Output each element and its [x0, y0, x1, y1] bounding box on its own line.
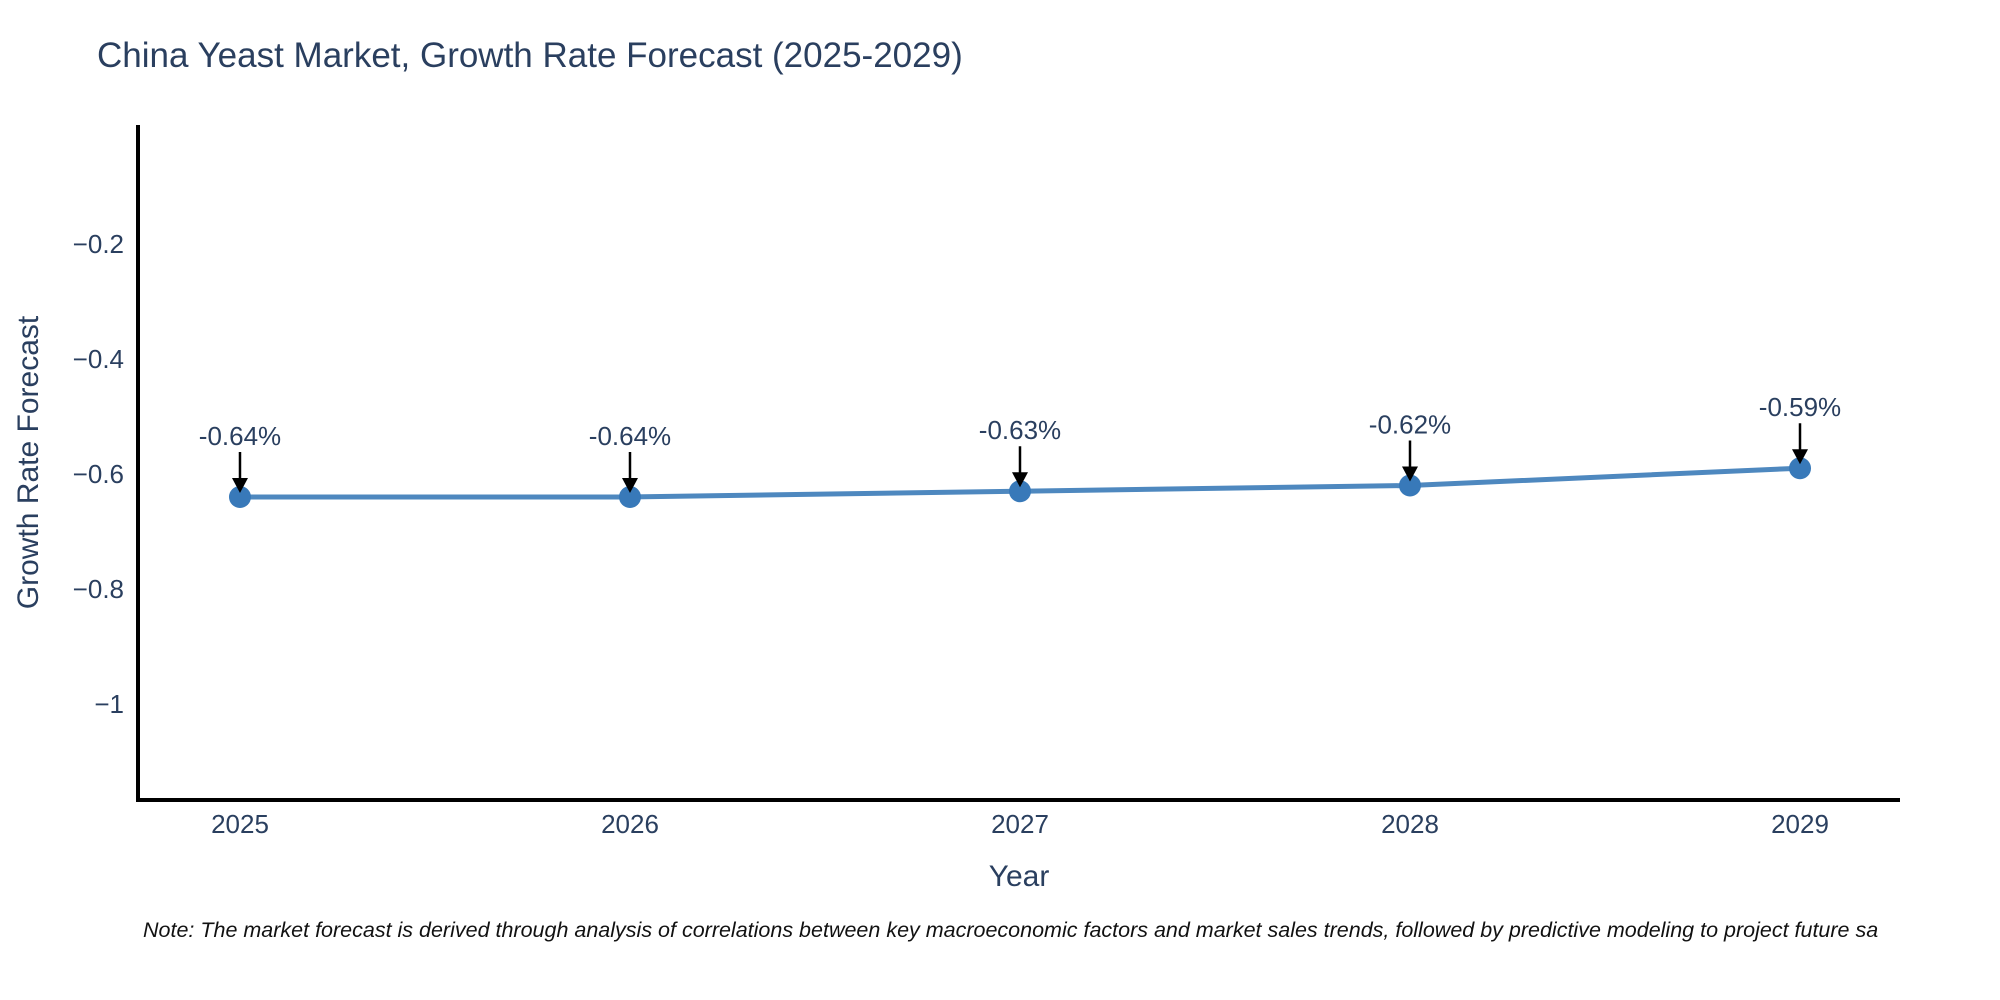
data-point-label: -0.64% [589, 421, 671, 451]
y-tick-label: −0.4 [73, 344, 124, 374]
annotation-arrow-head [231, 477, 248, 493]
data-point-label: -0.64% [199, 421, 281, 451]
data-point-marker [1398, 474, 1421, 497]
x-tick-label: 2029 [1771, 809, 1829, 839]
y-tick-label: −0.8 [73, 574, 124, 604]
footnote: Note: The market forecast is derived thr… [143, 918, 1879, 942]
data-point-label: -0.62% [1369, 409, 1451, 439]
annotation-arrow-head [1401, 466, 1418, 482]
data-point-label: -0.59% [1759, 392, 1841, 422]
x-tick-label: 2028 [1381, 809, 1439, 839]
y-tick-label: −0.6 [73, 459, 124, 489]
x-tick-label: 2025 [211, 809, 269, 839]
annotation-arrow-head [621, 477, 638, 493]
y-axis-title: Growth Rate Forecast [12, 315, 45, 609]
data-point-marker [228, 485, 251, 508]
chart-title: China Yeast Market, Growth Rate Forecast… [97, 36, 963, 75]
x-axis-title: Year [989, 860, 1050, 893]
annotation-arrow-head [1792, 449, 1809, 465]
data-point-marker [1789, 457, 1812, 480]
y-tick-label: −0.2 [73, 229, 124, 259]
y-tick-label: −1 [94, 689, 124, 719]
x-tick-label: 2027 [991, 809, 1049, 839]
x-tick-label: 2026 [601, 809, 659, 839]
data-point-marker [618, 485, 641, 508]
annotation-arrow-head [1011, 472, 1028, 488]
data-point-marker [1008, 480, 1031, 503]
data-point-label: -0.63% [979, 415, 1061, 445]
